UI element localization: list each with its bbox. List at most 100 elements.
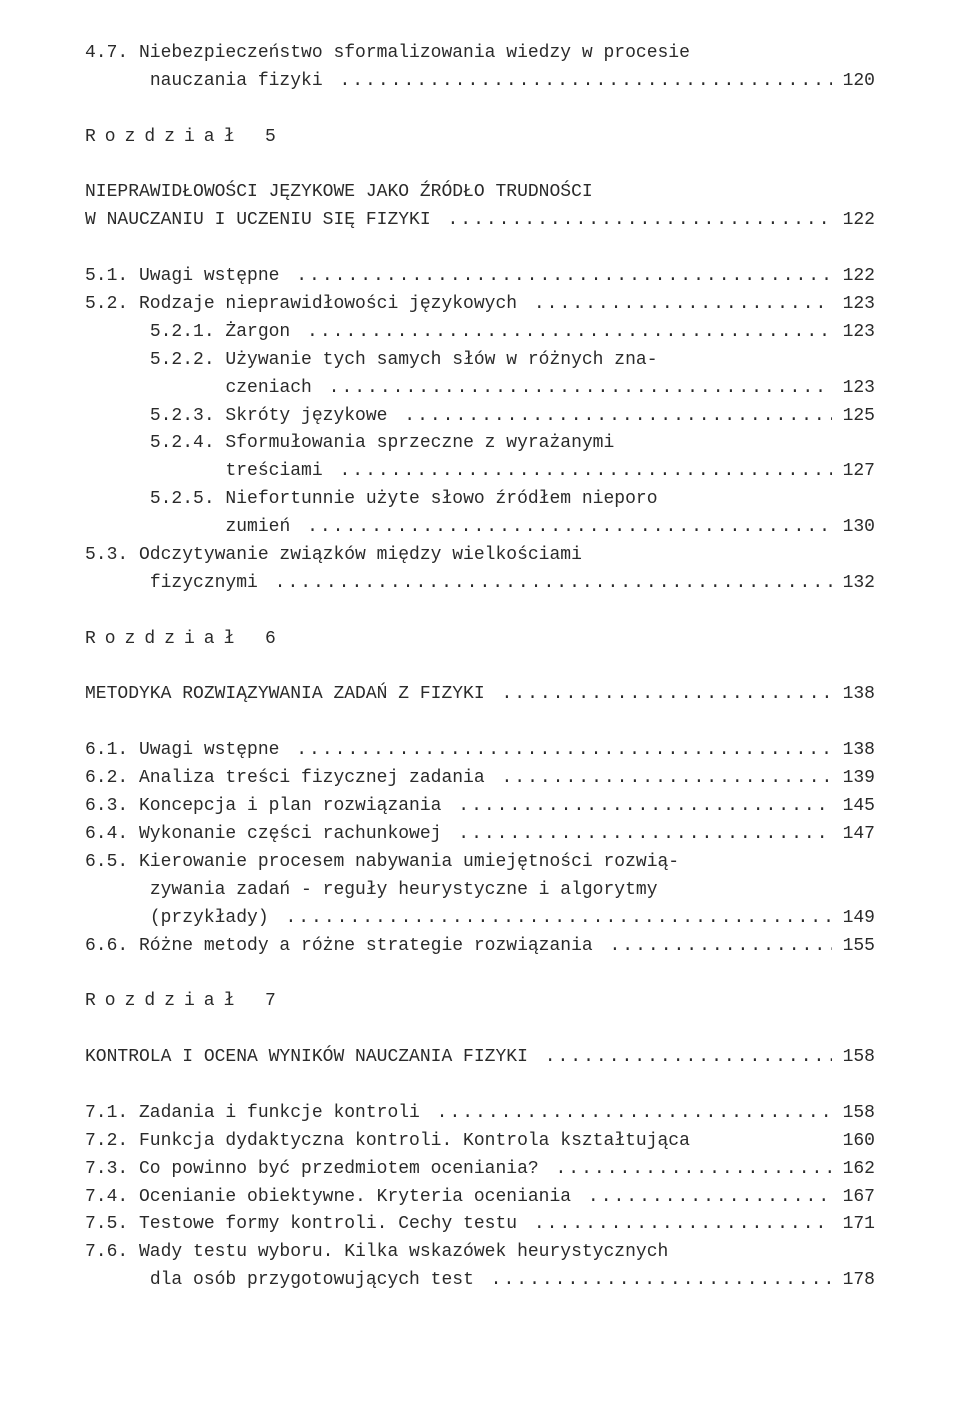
leader-dots: ........................................…: [301, 514, 832, 542]
toc-entry: (przykłady) ............................…: [85, 905, 875, 933]
page-number: 160: [832, 1128, 875, 1156]
toc-entry: 5.2. Rodzaje nieprawidłowości językowych…: [85, 291, 875, 319]
toc-entry: 6.1. Uwagi wstępne .....................…: [85, 737, 875, 765]
toc-label: 6.1. Uwagi wstępne: [85, 737, 290, 765]
toc-line: zywania zadań - reguły heurystyczne i al…: [85, 877, 875, 905]
chapter-label: Rozdział 6: [85, 626, 276, 654]
chapter-heading: Rozdział 7: [85, 988, 875, 1016]
page-number: 120: [832, 68, 875, 96]
toc-label: zywania zadań - reguły heurystyczne i al…: [150, 877, 658, 905]
leader-dots: ........................................…: [452, 821, 832, 849]
toc-entry: 7.5. Testowe formy kontroli. Cechy testu…: [85, 1211, 875, 1239]
toc-entry: 7.3. Co powinno być przedmiotem oceniani…: [85, 1156, 875, 1184]
toc-label: 5.1. Uwagi wstępne: [85, 263, 290, 291]
leader-dots: ........................................…: [323, 375, 832, 403]
page-number: 138: [832, 737, 875, 765]
page-number: 127: [832, 458, 875, 486]
toc-entry: W NAUCZANIU I UCZENIU SIĘ FIZYKI .......…: [85, 207, 875, 235]
toc-label: 5.2. Rodzaje nieprawidłowości językowych: [85, 291, 528, 319]
page-number: 132: [832, 570, 875, 598]
toc-label: 7.4. Ocenianie obiektywne. Kryteria ocen…: [85, 1184, 582, 1212]
page-number: 167: [832, 1184, 875, 1212]
toc-label: 5.2.4. Sformułowania sprzeczne z wyrażan…: [150, 430, 625, 458]
leader-dots: ........................................…: [528, 1211, 832, 1239]
indent: [85, 1267, 150, 1295]
toc-entry: dla osób przygotowujących test .........…: [85, 1267, 875, 1295]
toc-entry: 6.4. Wykonanie części rachunkowej ......…: [85, 821, 875, 849]
page-number: 122: [832, 207, 875, 235]
toc-entry: METODYKA ROZWIĄZYWANIA ZADAŃ Z FIZYKI ..…: [85, 681, 875, 709]
page-number: 171: [832, 1211, 875, 1239]
leader-dots: ........................................…: [495, 765, 831, 793]
page-number: 125: [832, 403, 875, 431]
toc-entry: treściami ..............................…: [85, 458, 875, 486]
toc-entry: 7.1. Zadania i funkcje kontroli ........…: [85, 1100, 875, 1128]
leader-dots: ........................................…: [431, 1100, 832, 1128]
leader-dots: ........................................…: [269, 570, 832, 598]
toc-label: 7.6. Wady testu wyboru. Kilka wskazówek …: [85, 1239, 679, 1267]
toc-entry: czeniach ...............................…: [85, 375, 875, 403]
toc-line: NIEPRAWIDŁOWOŚCI JĘZYKOWE JAKO ŹRÓDŁO TR…: [85, 179, 875, 207]
blank-line: [85, 152, 875, 180]
toc-entry: 6.2. Analiza treści fizycznej zadania ..…: [85, 765, 875, 793]
toc-label: 7.5. Testowe formy kontroli. Cechy testu: [85, 1211, 528, 1239]
page-number: 155: [832, 933, 875, 961]
indent: [85, 458, 225, 486]
toc-label: 7.2. Funkcja dydaktyczna kontroli. Kontr…: [85, 1128, 701, 1156]
toc-entry: 6.3. Koncepcja i plan rozwiązania ......…: [85, 793, 875, 821]
table-of-contents: 4.7. Niebezpieczeństwo sformalizowania w…: [85, 40, 875, 1295]
page-number: 138: [832, 681, 875, 709]
blank-line: [85, 654, 875, 682]
page-number: 162: [832, 1156, 875, 1184]
page-number: 122: [832, 263, 875, 291]
indent: [85, 319, 150, 347]
page-number: 147: [832, 821, 875, 849]
toc-entry: 7.4. Ocenianie obiektywne. Kryteria ocen…: [85, 1184, 875, 1212]
chapter-label: Rozdział 7: [85, 988, 276, 1016]
toc-label: 5.2.2. Używanie tych samych słów w różny…: [150, 347, 668, 375]
page-number: 130: [832, 514, 875, 542]
toc-label: 7.1. Zadania i funkcje kontroli: [85, 1100, 431, 1128]
blank-line: [85, 235, 875, 263]
toc-entry: 7.2. Funkcja dydaktyczna kontroli. Kontr…: [85, 1128, 875, 1156]
leader-dots: ........................................…: [301, 319, 832, 347]
toc-entry: KONTROLA I OCENA WYNIKÓW NAUCZANIA FIZYK…: [85, 1044, 875, 1072]
toc-entry: nauczania fizyki .......................…: [85, 68, 875, 96]
leader-dots: ........................................…: [441, 207, 831, 235]
toc-entry: 7.6. Wady testu wyboru. Kilka wskazówek …: [85, 1239, 875, 1267]
indent: [85, 68, 150, 96]
toc-entry: 5.2.4. Sformułowania sprzeczne z wyrażan…: [85, 430, 875, 458]
toc-label: 5.2.1. Żargon: [150, 319, 301, 347]
toc-label: 5.2.5. Niefortunnie użyte słowo źródłem …: [150, 486, 668, 514]
leader-dots: ........................................…: [333, 458, 831, 486]
indent: [85, 905, 150, 933]
toc-label: KONTROLA I OCENA WYNIKÓW NAUCZANIA FIZYK…: [85, 1044, 539, 1072]
toc-label: nauczania fizyki: [150, 68, 334, 96]
toc-label: 6.3. Koncepcja i plan rozwiązania: [85, 793, 452, 821]
leader-dots: ........................................…: [549, 1156, 831, 1184]
page-number: 158: [832, 1044, 875, 1072]
toc-label: treściami: [225, 458, 333, 486]
leader-dots: ........................................…: [398, 403, 832, 431]
blank-line: [85, 960, 875, 988]
toc-entry: 5.2.2. Używanie tych samych słów w różny…: [85, 347, 875, 375]
toc-entry: 5.2.5. Niefortunnie użyte słowo źródłem …: [85, 486, 875, 514]
page-number: 158: [832, 1100, 875, 1128]
leader-dots: ........................................…: [528, 291, 832, 319]
indent: [85, 486, 150, 514]
toc-entry: 5.3. Odczytywanie związków między wielko…: [85, 542, 875, 570]
page-number: 123: [832, 319, 875, 347]
toc-label: METODYKA ROZWIĄZYWANIA ZADAŃ Z FIZYKI: [85, 681, 495, 709]
leader-dots: ........................................…: [452, 793, 832, 821]
toc-label: 6.4. Wykonanie części rachunkowej: [85, 821, 452, 849]
toc-entry: 5.1. Uwagi wstępne .....................…: [85, 263, 875, 291]
leader-dots: ........................................…: [603, 933, 831, 961]
toc-label: fizycznymi: [150, 570, 269, 598]
leader-dots: ........................................…: [582, 1184, 832, 1212]
toc-entry: 6.5. Kierowanie procesem nabywania umiej…: [85, 849, 875, 877]
blank-line: [85, 96, 875, 124]
toc-entry: 4.7. Niebezpieczeństwo sformalizowania w…: [85, 40, 875, 68]
toc-entry: fizycznymi .............................…: [85, 570, 875, 598]
indent: [85, 403, 150, 431]
indent: [85, 570, 150, 598]
